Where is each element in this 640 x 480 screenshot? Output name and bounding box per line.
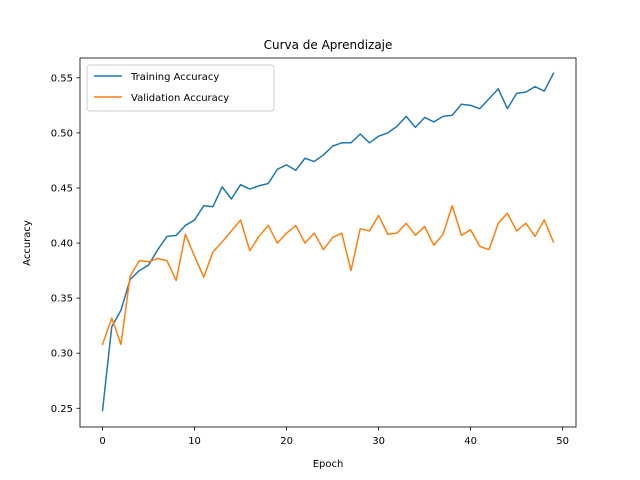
x-tick-label: 50 — [556, 436, 569, 447]
y-tick-label: 0.25 — [51, 404, 73, 415]
axes-frame — [79, 57, 577, 428]
x-tick-label: 0 — [99, 436, 105, 447]
x-tick-label: 30 — [372, 436, 385, 447]
chart-title: Curva de Aprendizaje — [264, 38, 393, 52]
x-axis: 0 10 20 30 40 50 — [99, 427, 569, 447]
validation-accuracy-line — [101, 204, 555, 346]
y-tick-label: 0.40 — [51, 239, 73, 250]
training-accuracy-line — [101, 72, 555, 412]
y-tick-label: 0.55 — [51, 73, 73, 84]
y-tick-label: 0.50 — [51, 128, 73, 139]
y-tick-label: 0.35 — [51, 294, 73, 305]
legend-label-validation: Validation Accuracy — [131, 93, 229, 104]
plot-area: 0 10 20 30 40 50 0.25 0.30 0.35 0.40 0.45 0.50 0.55 — [51, 57, 577, 447]
legend-box — [86, 64, 275, 112]
series-layer — [101, 72, 555, 412]
x-tick-label: 20 — [280, 436, 293, 447]
y-axis-title: Accuracy — [22, 220, 33, 266]
legend: Training Accuracy Validation Accuracy — [86, 64, 275, 112]
y-tick-label: 0.45 — [51, 183, 73, 194]
legend-label-training: Training Accuracy — [130, 72, 219, 83]
y-tick-label: 0.30 — [51, 349, 73, 360]
x-tick-label: 40 — [464, 436, 477, 447]
y-axis: 0.25 0.30 0.35 0.40 0.45 0.50 0.55 — [51, 73, 80, 415]
x-axis-title: Epoch — [313, 459, 344, 470]
x-tick-label: 10 — [188, 436, 201, 447]
